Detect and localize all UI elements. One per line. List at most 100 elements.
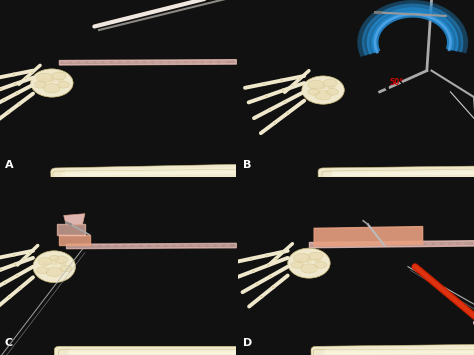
Ellipse shape [137,61,143,63]
Ellipse shape [308,88,319,95]
FancyBboxPatch shape [62,171,238,176]
Ellipse shape [71,61,77,63]
Ellipse shape [60,265,72,272]
Ellipse shape [88,61,94,63]
Ellipse shape [459,243,465,245]
Ellipse shape [385,243,391,245]
Ellipse shape [109,245,115,247]
Ellipse shape [16,93,18,94]
Ellipse shape [1,269,2,270]
Ellipse shape [118,245,123,247]
FancyBboxPatch shape [325,347,474,355]
Ellipse shape [146,61,152,63]
Ellipse shape [40,78,47,82]
Ellipse shape [435,243,440,245]
Ellipse shape [225,245,230,247]
Ellipse shape [167,245,173,247]
Ellipse shape [154,61,160,63]
Ellipse shape [319,85,327,89]
Ellipse shape [42,261,49,266]
Ellipse shape [266,96,267,97]
Ellipse shape [191,245,198,247]
Ellipse shape [195,61,201,63]
Ellipse shape [269,109,271,110]
Text: D: D [243,338,252,348]
Ellipse shape [170,61,176,63]
Ellipse shape [187,61,193,63]
Ellipse shape [327,243,333,245]
Ellipse shape [311,85,319,89]
FancyBboxPatch shape [313,349,474,355]
Ellipse shape [344,243,350,245]
Ellipse shape [0,88,1,89]
Ellipse shape [360,243,366,245]
Ellipse shape [410,243,416,245]
FancyBboxPatch shape [55,346,247,355]
Ellipse shape [327,88,338,95]
Ellipse shape [200,245,206,247]
Ellipse shape [162,61,168,63]
Ellipse shape [3,99,5,100]
Ellipse shape [4,282,5,283]
Ellipse shape [302,76,344,104]
Ellipse shape [104,61,110,63]
Text: A: A [5,159,13,170]
Ellipse shape [126,245,131,247]
Ellipse shape [253,271,254,272]
Ellipse shape [15,83,16,84]
Ellipse shape [261,296,262,297]
Ellipse shape [275,258,276,259]
Ellipse shape [19,288,20,289]
Ellipse shape [293,253,310,262]
Ellipse shape [101,245,107,247]
Ellipse shape [55,256,68,263]
FancyBboxPatch shape [322,169,474,182]
Ellipse shape [256,284,257,285]
Ellipse shape [31,69,73,97]
Ellipse shape [426,243,432,245]
Ellipse shape [377,243,383,245]
Ellipse shape [59,261,66,266]
Ellipse shape [336,243,341,245]
FancyBboxPatch shape [311,344,474,355]
Ellipse shape [216,245,222,247]
Ellipse shape [220,61,226,63]
Ellipse shape [84,245,90,247]
Ellipse shape [17,275,18,276]
Ellipse shape [301,264,317,273]
Ellipse shape [51,261,58,266]
Ellipse shape [68,245,73,247]
Ellipse shape [44,84,60,93]
Ellipse shape [31,72,33,73]
Ellipse shape [368,243,374,245]
Ellipse shape [13,74,15,75]
Ellipse shape [352,243,358,245]
Ellipse shape [314,258,321,262]
Ellipse shape [305,258,313,262]
FancyBboxPatch shape [331,171,474,176]
Ellipse shape [36,73,53,82]
Ellipse shape [25,78,26,79]
FancyBboxPatch shape [322,351,474,355]
Ellipse shape [309,252,323,260]
Ellipse shape [57,78,64,82]
Ellipse shape [310,243,317,245]
Ellipse shape [9,296,10,297]
Ellipse shape [451,243,457,245]
Ellipse shape [76,245,82,247]
Ellipse shape [13,254,15,255]
Ellipse shape [328,85,335,89]
Ellipse shape [315,262,327,268]
Ellipse shape [63,61,69,63]
Ellipse shape [319,243,325,245]
Ellipse shape [36,267,48,274]
Ellipse shape [393,243,399,245]
Text: B: B [243,159,251,170]
Ellipse shape [159,245,164,247]
Ellipse shape [203,61,210,63]
Ellipse shape [266,255,268,256]
Ellipse shape [134,245,140,247]
Ellipse shape [208,245,214,247]
FancyBboxPatch shape [318,166,474,185]
FancyBboxPatch shape [332,169,474,176]
